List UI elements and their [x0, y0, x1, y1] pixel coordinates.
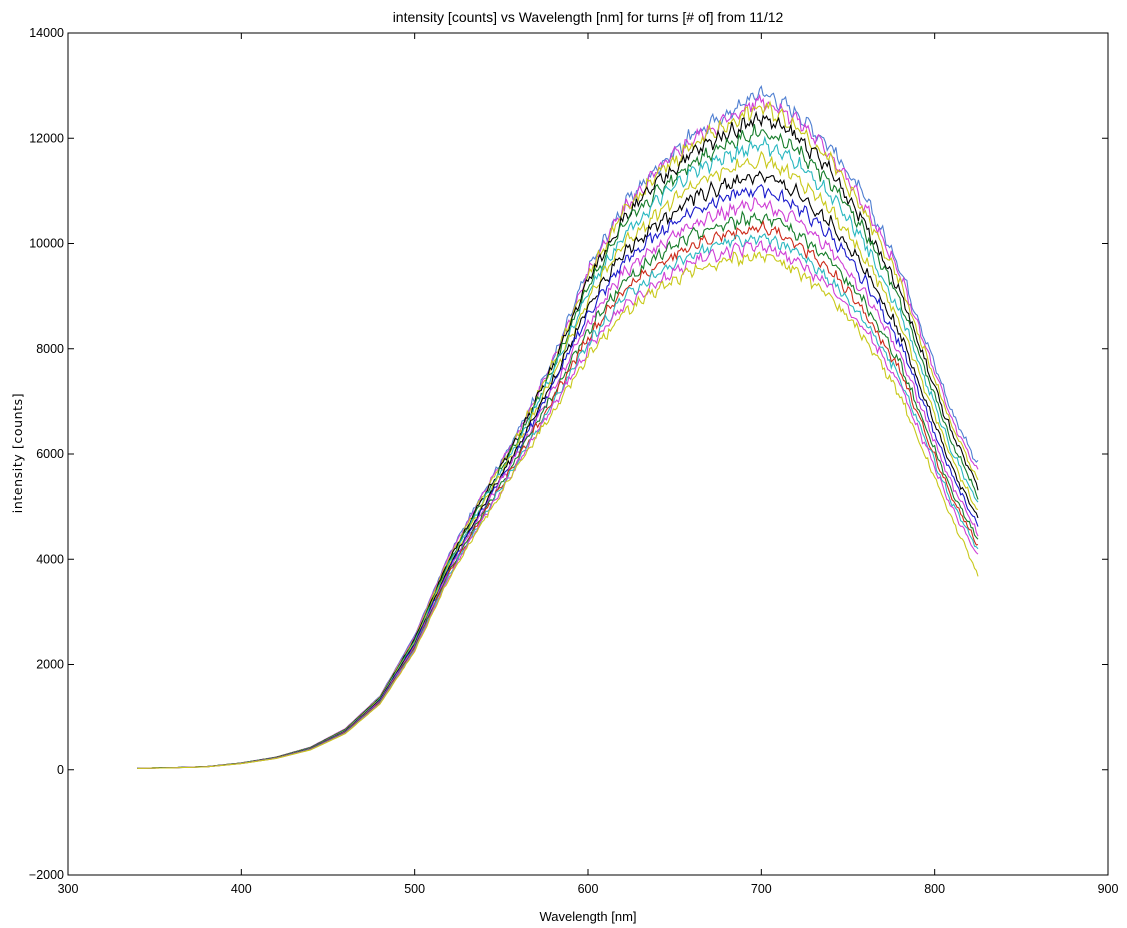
- y-tick-label: 4000: [36, 552, 64, 566]
- series-line: [137, 251, 979, 769]
- axis-ticks: 300 400 500 600 700 800 900 −2000 0 2000 4000 6000 8…: [29, 26, 1119, 896]
- x-tick-label: 400: [231, 882, 252, 896]
- x-tick-label: 900: [1098, 882, 1119, 896]
- x-tick-label: 500: [404, 882, 425, 896]
- x-tick-label: 600: [578, 882, 599, 896]
- x-tick-label: 700: [751, 882, 772, 896]
- y-tick-label: 8000: [36, 342, 64, 356]
- y-axis-label: intensity [counts]: [10, 393, 25, 514]
- chart-title: intensity [counts] vs Wavelength [nm] fo…: [393, 9, 784, 25]
- y-tick-label: 14000: [29, 26, 64, 40]
- x-tick-label: 300: [58, 882, 79, 896]
- y-tick-label: 0: [57, 763, 64, 777]
- y-tick-label: 12000: [29, 131, 64, 145]
- x-axis-label: Wavelength [nm]: [539, 909, 636, 924]
- y-tick-label: −2000: [29, 868, 64, 882]
- y-tick-label: 10000: [29, 237, 64, 251]
- x-tick-label: 800: [924, 882, 945, 896]
- y-tick-label: 2000: [36, 658, 64, 672]
- y-tick-label: 6000: [36, 447, 64, 461]
- plot-lines: [137, 84, 979, 769]
